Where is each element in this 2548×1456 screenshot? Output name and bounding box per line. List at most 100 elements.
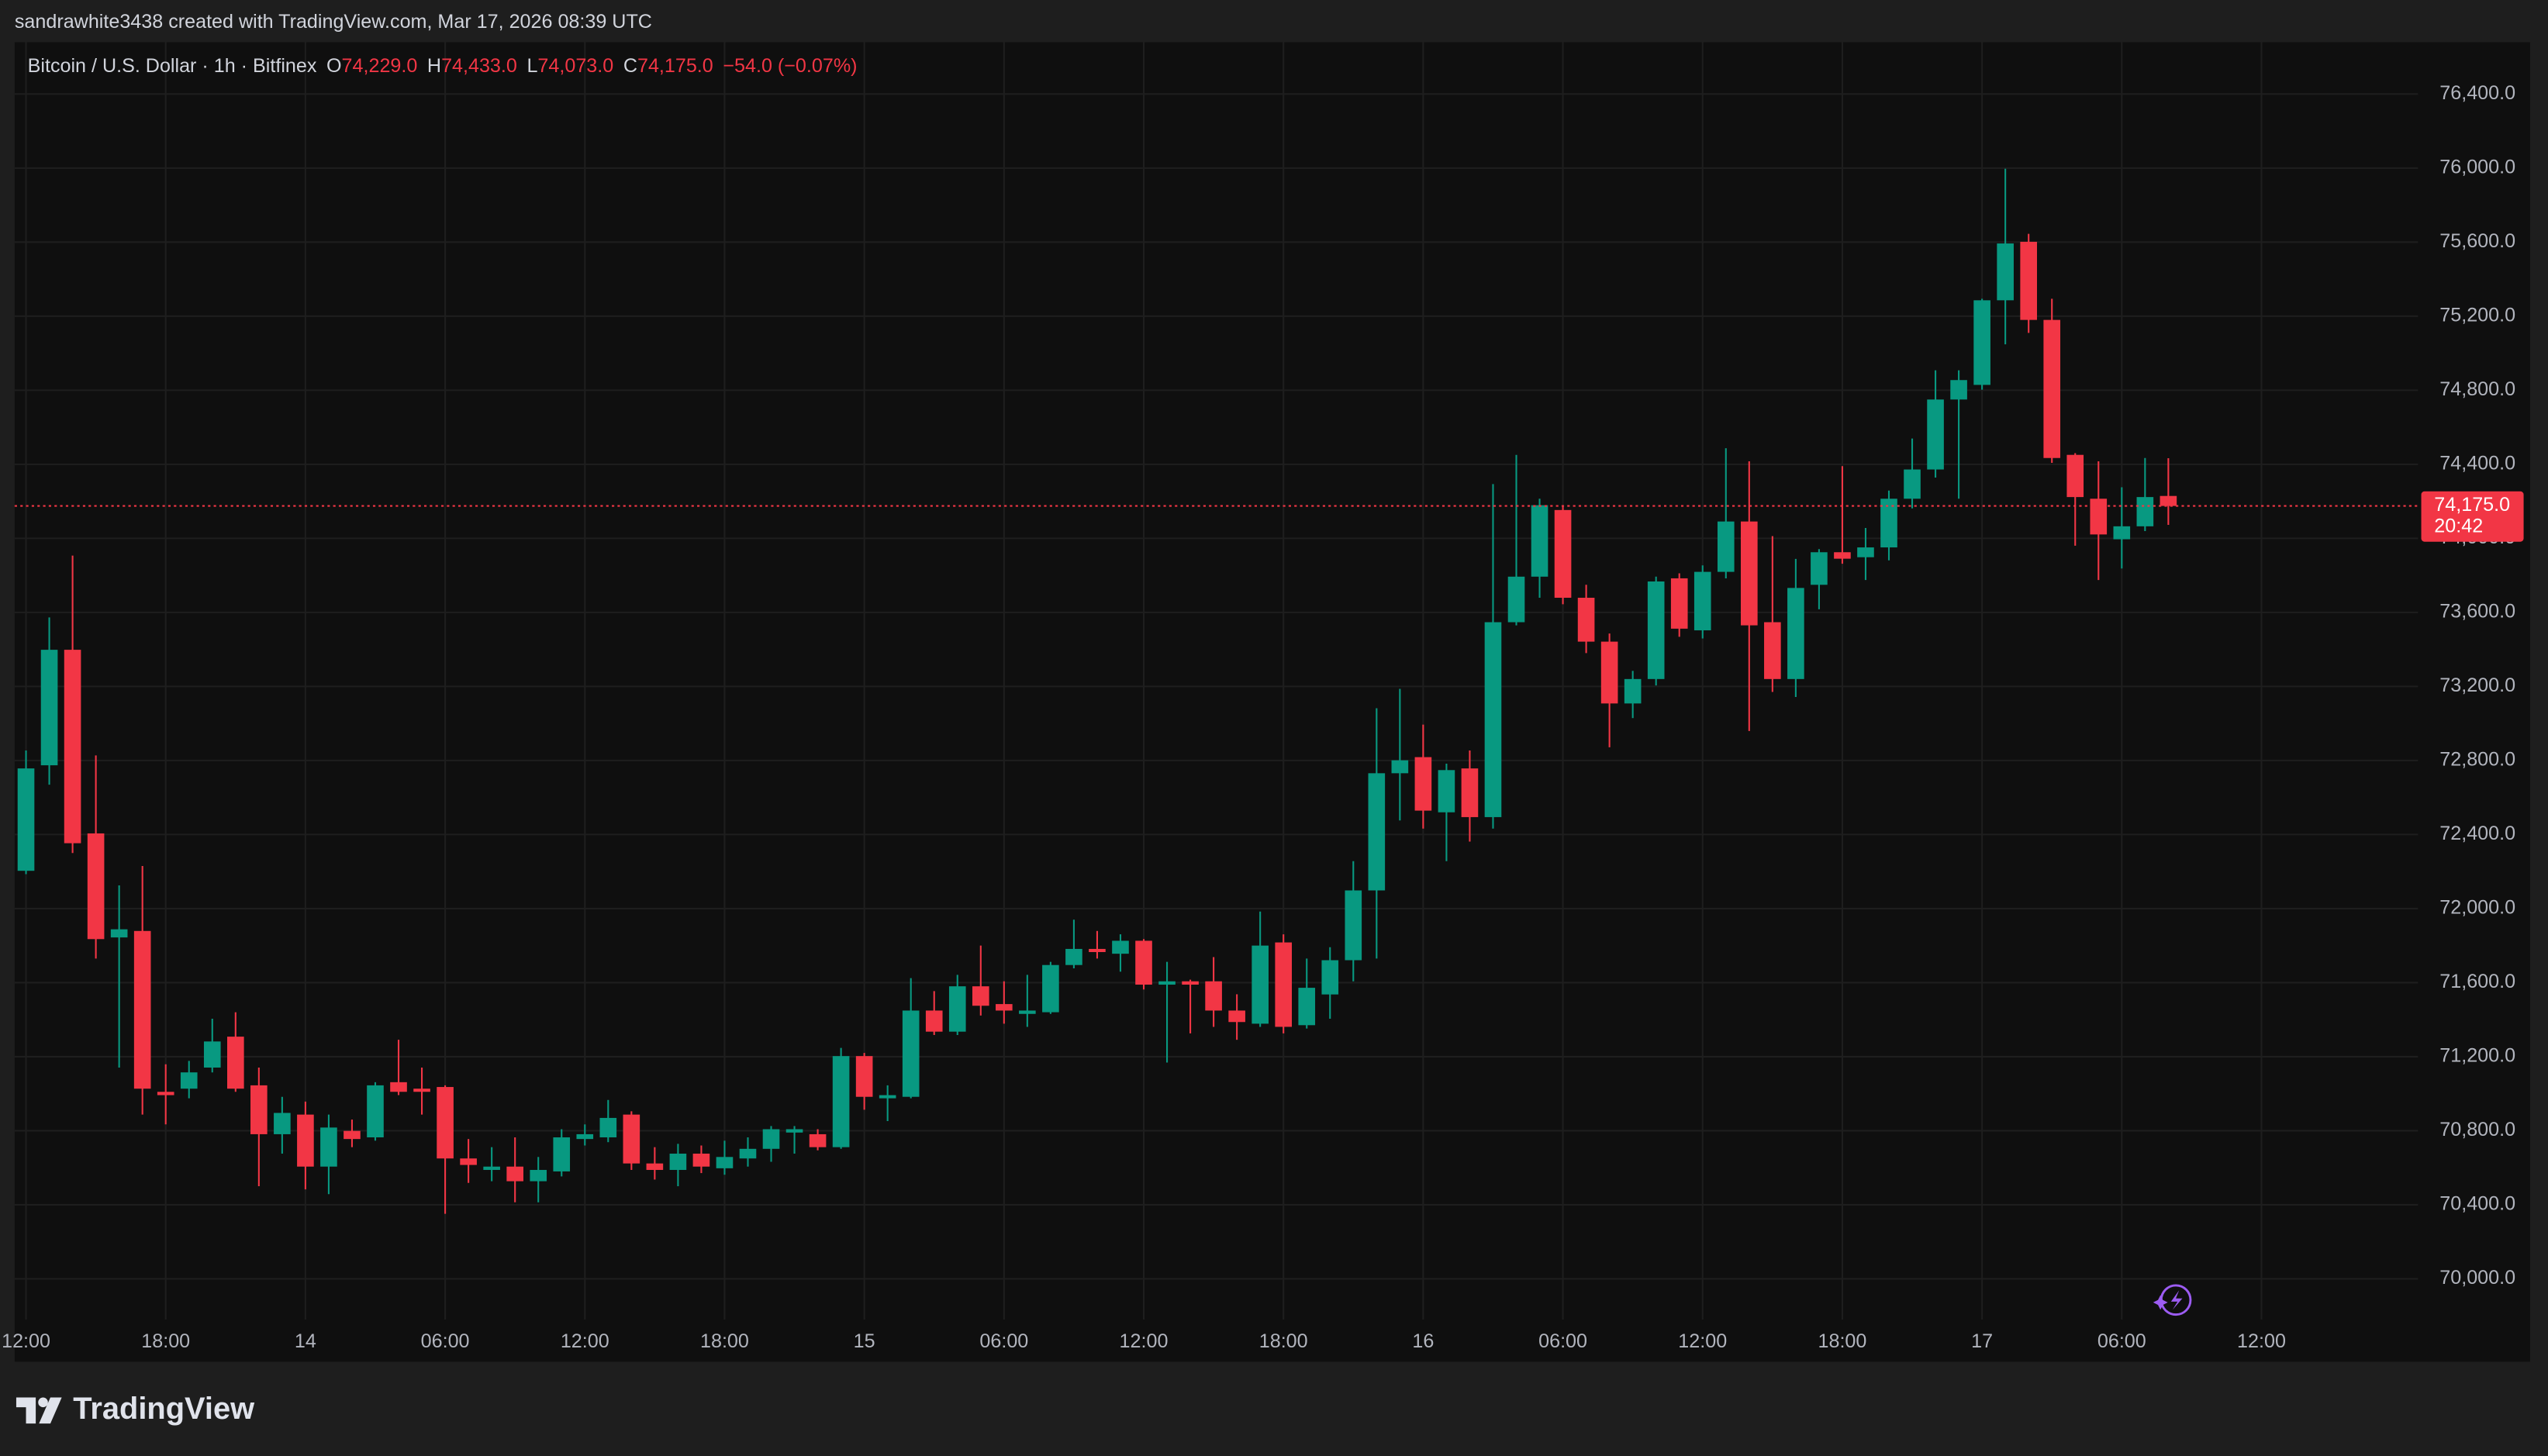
candle-body xyxy=(1764,622,1781,679)
symbol: Bitcoin / U.S. Dollar · 1h · Bitfinex xyxy=(28,55,317,77)
x-tick-label: 14 xyxy=(295,1330,316,1352)
x-tick-label: 12:00 xyxy=(2,1330,50,1352)
candle-body xyxy=(1973,300,1990,385)
candle-body xyxy=(1904,469,1921,499)
candle-body xyxy=(1600,641,1618,704)
candle-body xyxy=(1345,890,1362,961)
candle-body xyxy=(1577,598,1595,642)
y-tick-label: 71,200.0 xyxy=(2439,1045,2515,1067)
y-tick-label: 70,400.0 xyxy=(2439,1193,2515,1215)
candle-body xyxy=(553,1137,571,1171)
field-key: H xyxy=(427,55,441,77)
candle-body xyxy=(623,1114,640,1164)
y-tick-label: 70,000.0 xyxy=(2439,1267,2515,1289)
candle-body xyxy=(320,1127,337,1167)
x-tick-label: 06:00 xyxy=(421,1330,470,1352)
candle-body xyxy=(739,1148,757,1159)
candle-body xyxy=(762,1129,780,1149)
candle-body xyxy=(1554,509,1572,599)
candle-body xyxy=(1368,773,1386,891)
candle-body xyxy=(692,1154,710,1167)
candle-body xyxy=(2043,319,2061,458)
candle-body xyxy=(785,1129,803,1133)
candle-body xyxy=(226,1037,244,1089)
candle-body xyxy=(1298,988,1316,1026)
candle-body xyxy=(1042,964,1059,1013)
y-tick-label: 72,400.0 xyxy=(2439,823,2515,844)
candle-body xyxy=(2136,497,2154,526)
y-tick-label: 72,000.0 xyxy=(2439,897,2515,919)
x-tick-label: 17 xyxy=(1971,1330,1993,1352)
candle-body xyxy=(2020,241,2037,320)
candle-body xyxy=(1834,552,1851,559)
candle-body xyxy=(1275,942,1293,1027)
field-value: 74,175.0 xyxy=(637,55,713,77)
countdown-label: 20:42 xyxy=(2434,515,2483,537)
chart-panel xyxy=(14,42,2530,1362)
field-value: 74,073.0 xyxy=(537,55,613,77)
candle-body xyxy=(1438,770,1455,813)
candle-body xyxy=(1531,505,1548,577)
candle-body xyxy=(250,1085,268,1134)
candle-body xyxy=(1670,578,1688,629)
change: −54.0 (−0.07%) xyxy=(723,55,857,77)
candle-body xyxy=(716,1157,734,1168)
candle-body xyxy=(879,1095,896,1099)
candle-body xyxy=(1624,678,1642,704)
y-tick-label: 73,600.0 xyxy=(2439,601,2515,623)
field-key: L xyxy=(527,55,537,77)
x-tick-label: 12:00 xyxy=(1678,1330,1727,1352)
candle-body xyxy=(157,1092,174,1095)
y-tick-label: 75,200.0 xyxy=(2439,304,2515,326)
candle-body xyxy=(1321,960,1339,995)
y-tick-label: 74,800.0 xyxy=(2439,378,2515,400)
candle-body xyxy=(1461,768,1479,817)
candle-body xyxy=(530,1170,547,1182)
candle-body xyxy=(1065,948,1082,965)
x-tick-label: 18:00 xyxy=(700,1330,749,1352)
candle-body xyxy=(1927,399,1944,470)
candle-body xyxy=(506,1166,523,1182)
candle-body xyxy=(1811,552,1828,585)
y-tick-label: 76,000.0 xyxy=(2439,156,2515,178)
candle-body xyxy=(344,1130,361,1140)
candle-body xyxy=(1019,1010,1036,1014)
x-tick-label: 12:00 xyxy=(1120,1330,1169,1352)
x-tick-label: 15 xyxy=(854,1330,875,1352)
candle-body xyxy=(2066,454,2084,498)
field-value: 74,433.0 xyxy=(441,55,517,77)
candle-body xyxy=(1135,940,1152,985)
candle-body xyxy=(64,650,81,844)
candle-body xyxy=(832,1056,850,1147)
candle-body xyxy=(1997,243,2014,301)
candle-body xyxy=(1182,981,1199,985)
field-key: O xyxy=(326,55,342,77)
candle-body xyxy=(437,1087,454,1159)
candle-body xyxy=(1089,948,1106,952)
candle-body xyxy=(1787,588,1804,679)
banner: sandrawhite3438 created with TradingView… xyxy=(15,11,652,33)
x-tick-label: 06:00 xyxy=(2097,1330,2146,1352)
candle-body xyxy=(413,1089,430,1092)
y-tick-label: 74,400.0 xyxy=(2439,453,2515,474)
candle-body xyxy=(1647,581,1665,679)
candle-body xyxy=(948,986,966,1032)
candle-body xyxy=(996,1004,1013,1011)
candle-body xyxy=(2113,526,2131,540)
candle-body xyxy=(1507,576,1525,623)
candle-body xyxy=(133,930,151,1089)
candle-body xyxy=(925,1010,943,1032)
legend: Bitcoin / U.S. Dollar · 1h · Bitfinex O74… xyxy=(28,55,858,77)
candle-body xyxy=(1857,547,1874,557)
price-badge-label: 74,175.0 xyxy=(2434,494,2510,516)
candle-body xyxy=(576,1133,594,1140)
candle-body xyxy=(855,1056,873,1097)
candle-body xyxy=(460,1158,477,1165)
candle-body xyxy=(599,1117,617,1137)
candle-body xyxy=(390,1082,407,1092)
field-value: 74,229.0 xyxy=(342,55,418,77)
x-tick-label: 06:00 xyxy=(979,1330,1028,1352)
candle-body xyxy=(1717,521,1735,572)
candle-body xyxy=(40,650,58,766)
